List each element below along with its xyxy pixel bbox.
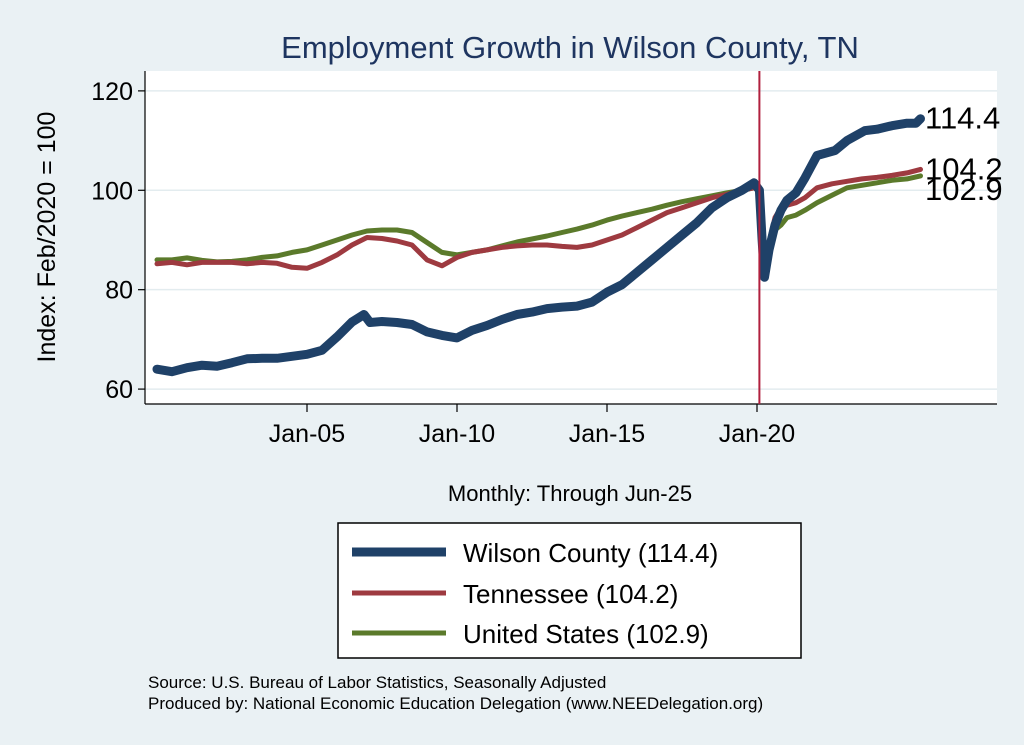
y-axis-ticks: 60 80 100 120 — [91, 78, 145, 404]
end-label-united-states: 102.9 — [925, 172, 1003, 207]
x-tick-label: Jan-10 — [419, 420, 495, 448]
series-line-tennessee — [154, 166, 923, 271]
x-axis-ticks: Jan-05 Jan-10 Jan-15 Jan-20 — [269, 404, 795, 448]
y-tick-label: 80 — [105, 277, 133, 305]
y-tick-label: 60 — [105, 376, 133, 404]
series-layer — [152, 114, 925, 377]
legend-label-wilson: Wilson County (114.4) — [463, 538, 718, 568]
end-label-tennessee: 104.2 — [925, 151, 1003, 186]
y-tick-label: 120 — [91, 78, 133, 106]
source-note: Source: U.S. Bureau of Labor Statistics,… — [148, 673, 606, 692]
x-axis-note: Monthly: Through Jun-25 — [448, 481, 692, 506]
legend: Wilson County (114.4) Tennessee (104.2) … — [337, 522, 802, 659]
series-line-united-states — [154, 173, 923, 273]
x-tick-label: Jan-05 — [269, 420, 345, 448]
legend-label-united-states: United States (102.9) — [463, 619, 709, 649]
end-label-wilson-county: 114.4 — [925, 101, 1000, 136]
producer-note: Produced by: National Economic Education… — [148, 694, 763, 713]
x-tick-label: Jan-20 — [719, 420, 795, 448]
y-axis-title: Index: Feb/2020 = 100 — [33, 112, 61, 363]
x-tick-label: Jan-15 — [569, 420, 645, 448]
chart-title: Employment Growth in Wilson County, TN — [281, 30, 859, 65]
legend-label-tennessee: Tennessee (104.2) — [463, 579, 678, 609]
gridlines — [145, 90, 997, 390]
y-tick-label: 100 — [91, 177, 133, 205]
plot-area — [145, 71, 997, 404]
series-line-wilson-county — [152, 114, 925, 377]
